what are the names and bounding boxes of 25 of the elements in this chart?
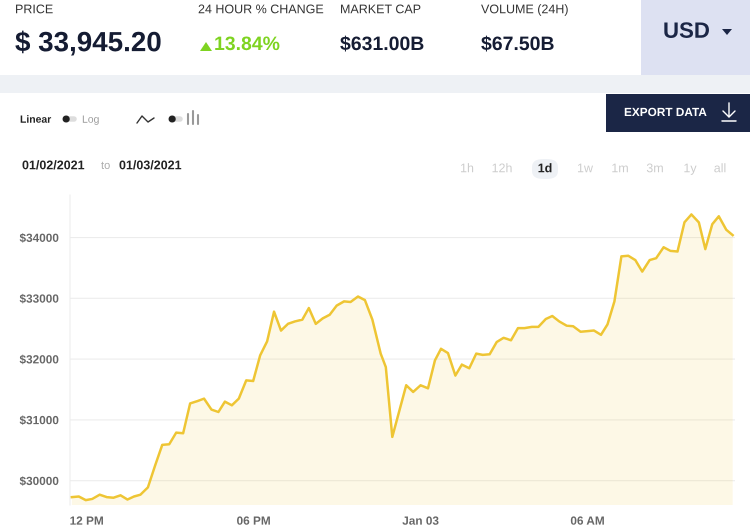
y-tick-label: $30000 <box>20 476 58 486</box>
text: 01/02/2021 <box>22 160 84 170</box>
text: USD <box>664 22 709 38</box>
x-tick-label: Jan 03 <box>402 516 439 525</box>
y-tick-label: $31000 <box>20 415 58 426</box>
text: 1d <box>538 163 552 172</box>
text: Linear <box>20 115 52 123</box>
text: EXPORT DATA <box>624 108 707 116</box>
text: MARKET CAP <box>341 4 420 14</box>
text: VOLUME (24H) <box>481 4 568 16</box>
x-tick-label: 06 PM <box>237 516 270 525</box>
text: to <box>101 162 110 169</box>
text: 24 HOUR % CHANGE <box>198 4 324 14</box>
x-tick-label: 06 AM <box>570 516 604 525</box>
text: $631.00B <box>340 36 424 52</box>
text: 01/03/2021 <box>119 160 182 170</box>
y-tick-label: $34000 <box>20 233 58 243</box>
text: 13.84% <box>215 36 280 50</box>
text: PRICE <box>16 4 53 14</box>
x-tick-label: 12 PM <box>70 516 103 525</box>
text: $67.50B <box>481 36 554 52</box>
y-tick-label: $32000 <box>20 354 58 364</box>
y-tick-label: $33000 <box>20 294 58 304</box>
text: $ 33,945.20 <box>15 30 161 56</box>
text: Log <box>82 116 99 125</box>
